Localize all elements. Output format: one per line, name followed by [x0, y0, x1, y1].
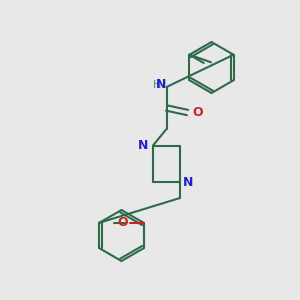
Text: N: N [155, 78, 166, 91]
Text: H: H [153, 80, 161, 90]
Text: O: O [192, 106, 202, 119]
Text: N: N [183, 176, 194, 189]
Text: O: O [117, 216, 128, 229]
Text: N: N [138, 139, 148, 152]
